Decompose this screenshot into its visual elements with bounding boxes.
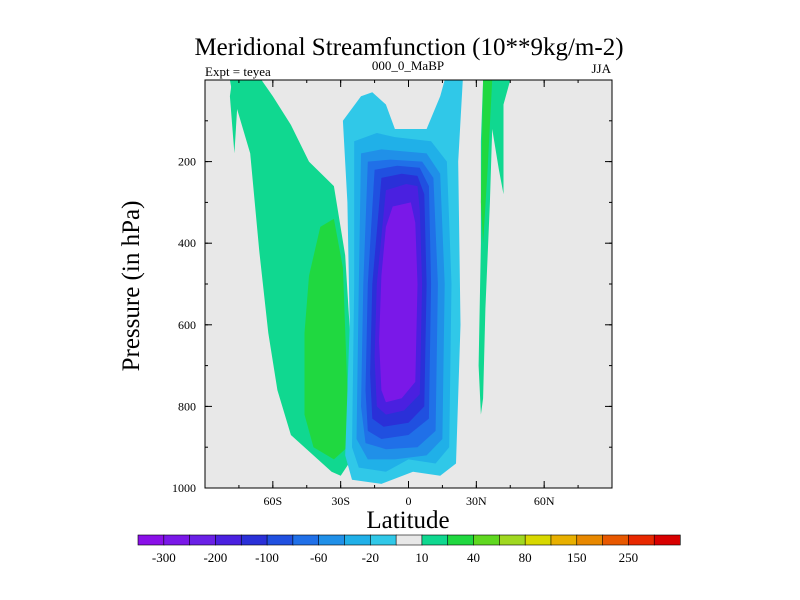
season-label: JJA <box>591 61 611 76</box>
colorbar-label: -200 <box>203 550 227 565</box>
chart-title: Meridional Streamfunction (10**9kg/m-2) <box>194 34 623 61</box>
colorbar-swatch <box>473 534 500 546</box>
y-tick-label: 800 <box>178 399 196 413</box>
colorbar-label: -100 <box>255 550 279 565</box>
colorbar-swatch <box>189 534 217 546</box>
colorbar-swatch <box>344 534 371 546</box>
experiment-label: Expt = teyea <box>205 64 271 79</box>
colorbar-swatch <box>266 534 294 546</box>
y-axis-label: Pressure (in hPa) <box>118 201 145 372</box>
contour-high-lat-sliver <box>229 80 239 154</box>
colorbar-swatch <box>395 534 423 546</box>
contour-regions <box>229 80 511 484</box>
colorbar-swatch <box>602 534 629 546</box>
colorbar-swatch <box>318 534 346 546</box>
colorbar-swatch <box>576 534 604 546</box>
colorbar-swatch <box>215 534 242 546</box>
y-tick-label: 400 <box>178 236 196 250</box>
colorbar: -300 -200 -100 -60 -20 10 40 80 150 250 <box>137 534 681 565</box>
colorbar-label: 250 <box>619 550 639 565</box>
colorbar-swatch <box>524 534 552 546</box>
colorbar-swatch <box>550 534 578 546</box>
colorbar-swatch <box>240 534 268 546</box>
colorbar-label: 150 <box>567 550 587 565</box>
colorbar-swatch <box>628 534 655 546</box>
colorbar-label: 40 <box>467 550 480 565</box>
colorbar-swatch <box>292 534 320 546</box>
colorbar-label: 80 <box>519 550 532 565</box>
colorbar-swatch <box>163 534 191 546</box>
y-tick-label: 600 <box>178 318 196 332</box>
y-tick-label: 200 <box>178 155 196 169</box>
age-label: 000_0_MaBP <box>372 58 444 73</box>
colorbar-swatch <box>137 534 165 546</box>
colorbar-label: -20 <box>362 550 379 565</box>
x-tick-label: 30N <box>466 494 487 508</box>
colorbar-swatch <box>421 534 449 546</box>
colorbar-label: -60 <box>310 550 327 565</box>
colorbar-label: -300 <box>152 550 176 565</box>
colorbar-swatch <box>369 534 397 546</box>
colorbar-swatch <box>653 534 681 546</box>
contour-hadley-cell-core <box>379 202 418 403</box>
x-tick-label: 30S <box>331 494 350 508</box>
x-tick-label: 0 <box>406 494 412 508</box>
x-tick-label: 60N <box>534 494 555 508</box>
x-axis-label: Latitude <box>366 507 449 534</box>
x-tick-label: 60S <box>263 494 282 508</box>
contour-northern-positive-core <box>480 80 493 244</box>
colorbar-swatch <box>447 534 475 546</box>
colorbar-label: 10 <box>415 550 428 565</box>
colorbar-swatch <box>499 534 526 546</box>
contour-southern-positive-core <box>304 218 348 460</box>
y-tick-label: 1000 <box>172 481 196 495</box>
axis-ticks: 60S 30S 0 30N 60N 200 400 600 800 1000 <box>172 80 613 508</box>
